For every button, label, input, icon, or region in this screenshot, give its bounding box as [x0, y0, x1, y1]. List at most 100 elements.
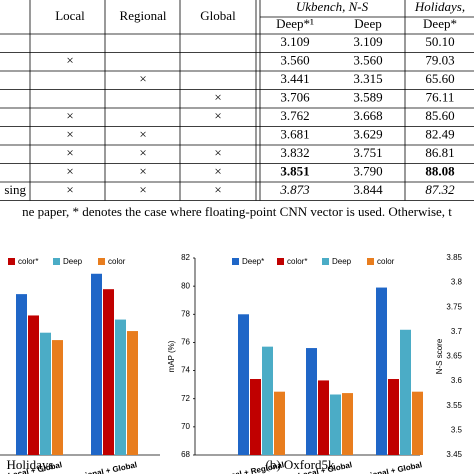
y-tick-label: 3.45	[446, 450, 462, 459]
y-tick-label: 82	[181, 253, 190, 262]
table-cell: 76.11	[426, 90, 455, 105]
column-subheader: Deep*	[423, 16, 457, 31]
table-cell: 50.10	[425, 34, 454, 49]
legend-label: color*	[18, 257, 38, 266]
table-cell: ×	[66, 164, 73, 179]
y-tick-label: 76	[181, 338, 190, 347]
column-subheader: Deep*¹	[276, 16, 314, 31]
bar	[103, 289, 114, 455]
legend-swatch	[322, 258, 329, 265]
table-cell: 87.32	[425, 182, 455, 197]
bar	[330, 394, 341, 455]
table-cell: 3.315	[353, 71, 382, 86]
column-header: Ukbench, N-S	[296, 0, 369, 14]
bar	[262, 346, 273, 455]
y-tick-label: 80	[181, 281, 190, 290]
table-cell: ×	[139, 182, 146, 197]
chart-caption: Holidays	[7, 457, 54, 472]
table-cell: ×	[214, 90, 221, 105]
table-cell: ×	[214, 164, 221, 179]
y-tick-label: 3.85	[446, 253, 462, 262]
table-cell: ×	[66, 53, 73, 68]
chart-caption: (b) Oxford5k	[266, 457, 335, 472]
table-cell: ×	[139, 71, 146, 86]
bar	[91, 273, 102, 455]
y-tick-label: 3.7	[451, 327, 463, 336]
column-header: Global	[200, 8, 236, 23]
bar	[16, 294, 27, 455]
legend-swatch	[98, 258, 105, 265]
table-cell: ×	[66, 182, 73, 197]
y-tick-label: 74	[181, 366, 190, 375]
table-cell: 3.589	[353, 90, 382, 105]
table-cell: 3.844	[353, 182, 383, 197]
bar	[342, 393, 353, 455]
bar	[127, 331, 138, 455]
table-cell: 3.873	[279, 182, 310, 197]
table-cell: ×	[139, 164, 146, 179]
table-cell: 3.851	[280, 164, 309, 179]
legend-label: color*	[287, 257, 307, 266]
table-cell: 85.60	[425, 108, 454, 123]
table-cell: ×	[139, 127, 146, 142]
table-cell: 79.03	[425, 53, 454, 68]
bar	[274, 391, 285, 455]
y-tick-label: 68	[181, 450, 190, 459]
column-header: Holidays,	[414, 0, 465, 14]
y-tick-label: 72	[181, 394, 190, 403]
table-cell: ×	[139, 145, 146, 160]
bar	[388, 379, 399, 455]
legend-label: Deep	[332, 257, 352, 266]
table-cell: 3.751	[353, 145, 382, 160]
y-tick-label: 78	[181, 309, 190, 318]
table-cell: 3.109	[353, 34, 382, 49]
column-subheader: Deep	[354, 16, 381, 31]
table-cell: 3.832	[280, 145, 309, 160]
legend-label: color	[108, 257, 126, 266]
legend-swatch	[53, 258, 60, 265]
bar	[115, 319, 126, 455]
table-cell: ×	[214, 145, 221, 160]
bar	[28, 315, 39, 455]
bar	[238, 314, 249, 455]
table-cell: 3.762	[280, 108, 309, 123]
bar	[318, 380, 329, 455]
legend-label: Deep	[63, 257, 83, 266]
y-axis-label: N-S score	[435, 338, 444, 374]
table-cell: 3.790	[353, 164, 382, 179]
y-tick-label: 3.6	[451, 376, 463, 385]
table-cell: 3.560	[353, 53, 382, 68]
bar	[52, 340, 63, 455]
table-cell: ×	[66, 127, 73, 142]
legend-swatch	[367, 258, 374, 265]
table-cell: 3.629	[353, 127, 382, 142]
table-cell: sing	[4, 182, 26, 197]
column-header: Regional	[120, 8, 167, 23]
y-tick-label: 3.55	[446, 401, 462, 410]
table-cell: ×	[214, 182, 221, 197]
table-cell: 3.706	[280, 90, 310, 105]
bar	[376, 287, 387, 455]
y-tick-label: 3.8	[451, 278, 463, 287]
legend-label: color	[377, 257, 395, 266]
legend-swatch	[277, 258, 284, 265]
bar	[250, 379, 261, 455]
table-cell: 82.49	[425, 127, 454, 142]
table-cell: 3.668	[353, 108, 382, 123]
table-cell: 3.560	[280, 53, 309, 68]
table-cell: 3.109	[280, 34, 309, 49]
table-cell: 88.08	[425, 164, 455, 179]
table-cell: 65.60	[425, 71, 454, 86]
legend-label: Deep*	[242, 257, 264, 266]
table-cell: ×	[66, 108, 73, 123]
table-cell: 3.681	[280, 127, 309, 142]
table-caption: ne paper, * denotes the case where float…	[22, 204, 452, 219]
y-tick-label: 3.65	[446, 352, 462, 361]
legend-swatch	[8, 258, 15, 265]
legend-swatch	[232, 258, 239, 265]
bar	[412, 391, 423, 455]
y-tick-label: 70	[181, 422, 190, 431]
column-header: Local	[55, 8, 85, 23]
